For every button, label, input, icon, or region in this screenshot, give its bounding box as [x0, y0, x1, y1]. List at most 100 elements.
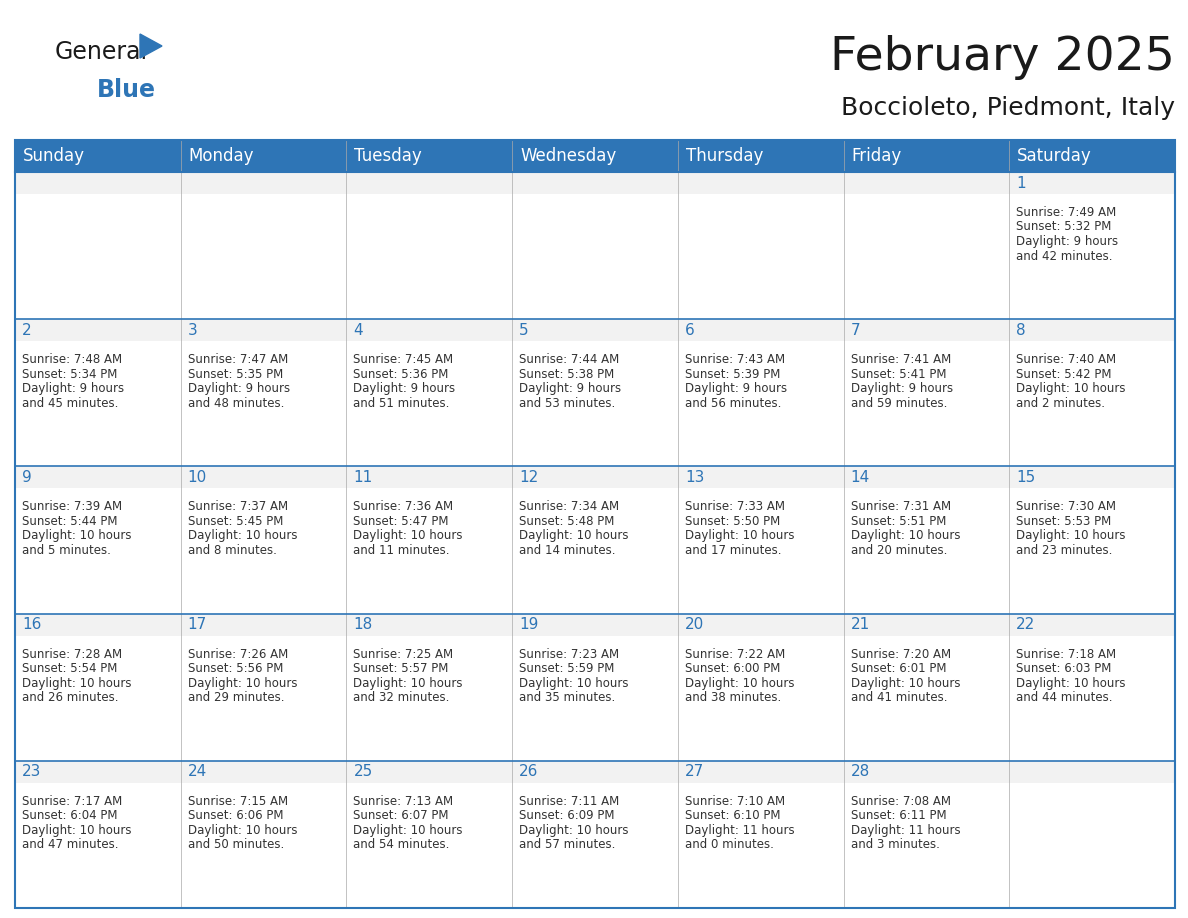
Text: and 5 minutes.: and 5 minutes. — [23, 543, 110, 557]
Bar — [512, 140, 678, 172]
Text: 20: 20 — [684, 617, 704, 633]
Text: 18: 18 — [353, 617, 373, 633]
Text: Friday: Friday — [852, 147, 902, 165]
Bar — [347, 172, 512, 194]
Bar — [15, 466, 181, 488]
Bar — [1010, 761, 1175, 783]
Text: 10: 10 — [188, 470, 207, 485]
Text: 9: 9 — [23, 470, 32, 485]
Text: Daylight: 9 hours: Daylight: 9 hours — [684, 382, 786, 396]
Text: Sunrise: 7:11 AM: Sunrise: 7:11 AM — [519, 795, 619, 808]
Text: Sunrise: 7:22 AM: Sunrise: 7:22 AM — [684, 647, 785, 661]
Text: Wednesday: Wednesday — [520, 147, 617, 165]
Text: Sunset: 6:00 PM: Sunset: 6:00 PM — [684, 662, 781, 675]
Bar — [678, 172, 843, 194]
Text: and 11 minutes.: and 11 minutes. — [353, 543, 450, 557]
Text: Sunrise: 7:25 AM: Sunrise: 7:25 AM — [353, 647, 454, 661]
Text: Sunset: 6:04 PM: Sunset: 6:04 PM — [23, 810, 118, 823]
Text: Sunday: Sunday — [23, 147, 86, 165]
Text: Daylight: 10 hours: Daylight: 10 hours — [519, 677, 628, 689]
Text: Daylight: 10 hours: Daylight: 10 hours — [188, 677, 297, 689]
Text: Sunrise: 7:41 AM: Sunrise: 7:41 AM — [851, 353, 950, 366]
Text: Daylight: 9 hours: Daylight: 9 hours — [1016, 235, 1118, 248]
Bar — [512, 613, 678, 635]
Text: and 14 minutes.: and 14 minutes. — [519, 543, 615, 557]
Text: and 48 minutes.: and 48 minutes. — [188, 397, 284, 409]
Text: Sunset: 6:11 PM: Sunset: 6:11 PM — [851, 810, 946, 823]
Text: Daylight: 9 hours: Daylight: 9 hours — [851, 382, 953, 396]
Text: Sunrise: 7:26 AM: Sunrise: 7:26 AM — [188, 647, 287, 661]
Text: Sunrise: 7:23 AM: Sunrise: 7:23 AM — [519, 647, 619, 661]
Bar — [843, 613, 1010, 635]
Text: Sunset: 5:48 PM: Sunset: 5:48 PM — [519, 515, 614, 528]
Bar — [678, 761, 843, 783]
Text: and 56 minutes.: and 56 minutes. — [684, 397, 782, 409]
Text: 28: 28 — [851, 765, 870, 779]
Text: 16: 16 — [23, 617, 42, 633]
Text: Sunrise: 7:48 AM: Sunrise: 7:48 AM — [23, 353, 122, 366]
Text: 21: 21 — [851, 617, 870, 633]
Bar — [1010, 319, 1175, 341]
Text: and 0 minutes.: and 0 minutes. — [684, 838, 773, 851]
Text: and 32 minutes.: and 32 minutes. — [353, 691, 450, 704]
Bar — [15, 783, 181, 908]
Bar — [15, 635, 181, 761]
Text: Daylight: 10 hours: Daylight: 10 hours — [519, 823, 628, 837]
Text: Sunrise: 7:31 AM: Sunrise: 7:31 AM — [851, 500, 950, 513]
Text: 2: 2 — [23, 323, 32, 338]
Bar — [678, 613, 843, 635]
Text: and 2 minutes.: and 2 minutes. — [1016, 397, 1105, 409]
Bar — [678, 341, 843, 466]
Bar — [1010, 140, 1175, 172]
Text: Sunset: 6:09 PM: Sunset: 6:09 PM — [519, 810, 614, 823]
Text: Daylight: 10 hours: Daylight: 10 hours — [1016, 530, 1126, 543]
Text: Tuesday: Tuesday — [354, 147, 422, 165]
Text: and 54 minutes.: and 54 minutes. — [353, 838, 450, 851]
Bar — [181, 194, 347, 319]
Bar — [347, 488, 512, 613]
Bar — [1010, 194, 1175, 319]
Text: 26: 26 — [519, 765, 538, 779]
Bar — [678, 466, 843, 488]
Text: Sunrise: 7:34 AM: Sunrise: 7:34 AM — [519, 500, 619, 513]
Text: and 3 minutes.: and 3 minutes. — [851, 838, 940, 851]
Bar — [1010, 635, 1175, 761]
Bar — [347, 466, 512, 488]
Text: Daylight: 10 hours: Daylight: 10 hours — [188, 530, 297, 543]
Bar — [843, 341, 1010, 466]
Text: Sunrise: 7:13 AM: Sunrise: 7:13 AM — [353, 795, 454, 808]
Bar — [843, 488, 1010, 613]
Bar — [1010, 613, 1175, 635]
Text: Daylight: 9 hours: Daylight: 9 hours — [519, 382, 621, 396]
Text: Sunset: 5:59 PM: Sunset: 5:59 PM — [519, 662, 614, 675]
Text: Sunrise: 7:49 AM: Sunrise: 7:49 AM — [1016, 206, 1117, 219]
Bar — [512, 172, 678, 194]
Bar — [347, 341, 512, 466]
Text: Sunrise: 7:36 AM: Sunrise: 7:36 AM — [353, 500, 454, 513]
Text: Daylight: 10 hours: Daylight: 10 hours — [519, 530, 628, 543]
Bar — [15, 140, 1175, 908]
Bar — [843, 194, 1010, 319]
Text: Daylight: 10 hours: Daylight: 10 hours — [188, 823, 297, 837]
Text: Daylight: 10 hours: Daylight: 10 hours — [684, 530, 795, 543]
Text: 22: 22 — [1016, 617, 1036, 633]
Bar — [512, 783, 678, 908]
Text: Sunrise: 7:43 AM: Sunrise: 7:43 AM — [684, 353, 785, 366]
Text: and 59 minutes.: and 59 minutes. — [851, 397, 947, 409]
Text: Sunrise: 7:15 AM: Sunrise: 7:15 AM — [188, 795, 287, 808]
Text: Sunset: 5:47 PM: Sunset: 5:47 PM — [353, 515, 449, 528]
Text: Sunset: 5:57 PM: Sunset: 5:57 PM — [353, 662, 449, 675]
Text: Daylight: 11 hours: Daylight: 11 hours — [684, 823, 795, 837]
Text: February 2025: February 2025 — [830, 36, 1175, 81]
Text: Sunrise: 7:47 AM: Sunrise: 7:47 AM — [188, 353, 287, 366]
Text: Sunrise: 7:08 AM: Sunrise: 7:08 AM — [851, 795, 950, 808]
Bar — [181, 613, 347, 635]
Text: and 35 minutes.: and 35 minutes. — [519, 691, 615, 704]
Text: Daylight: 10 hours: Daylight: 10 hours — [353, 530, 463, 543]
Bar — [512, 194, 678, 319]
Text: Sunrise: 7:18 AM: Sunrise: 7:18 AM — [1016, 647, 1117, 661]
Text: 8: 8 — [1016, 323, 1026, 338]
Text: 25: 25 — [353, 765, 373, 779]
Text: and 57 minutes.: and 57 minutes. — [519, 838, 615, 851]
Text: Sunset: 5:34 PM: Sunset: 5:34 PM — [23, 368, 118, 381]
